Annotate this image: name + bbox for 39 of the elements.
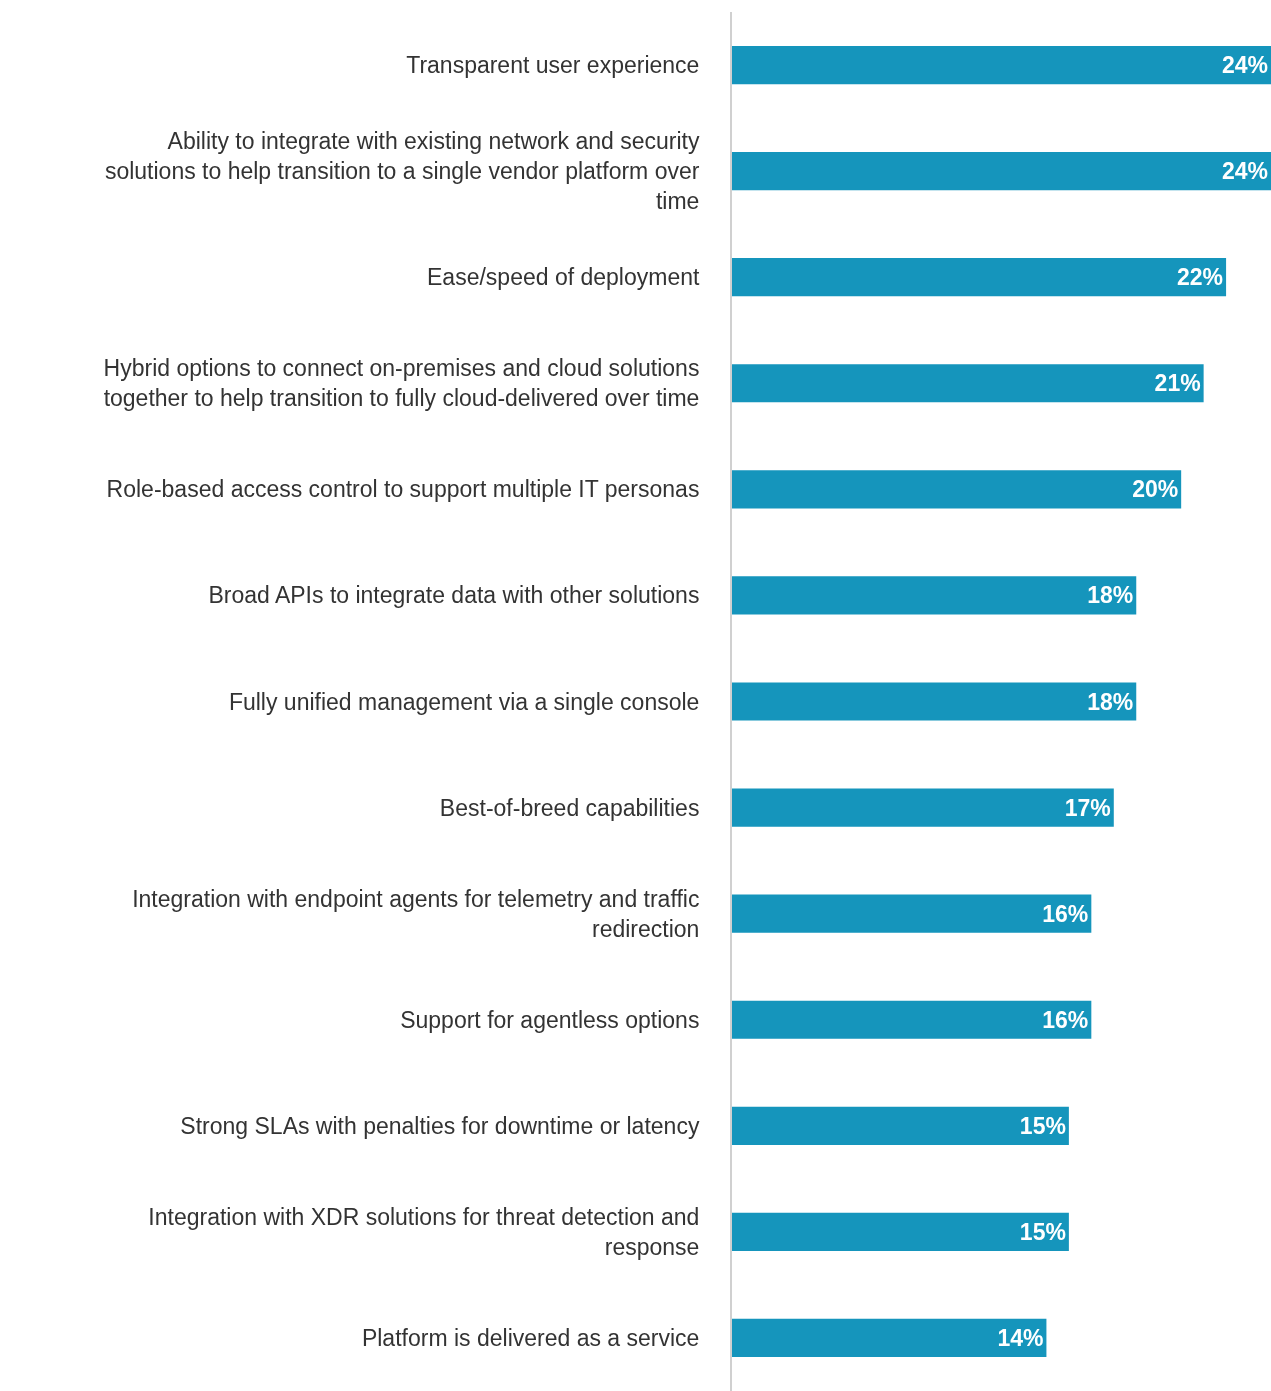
y-tick-label: Transparent user experience xyxy=(406,52,700,79)
data-label: 24% xyxy=(1221,52,1268,79)
data-label: 24% xyxy=(1221,158,1268,185)
bar xyxy=(732,682,1137,721)
data-label: 15% xyxy=(1019,1112,1066,1139)
data-label: 16% xyxy=(1042,1006,1089,1033)
y-tick-label: Strong SLAs with penalties for downtime or latency xyxy=(180,1112,700,1139)
bar xyxy=(732,1000,1092,1039)
bar xyxy=(732,470,1182,509)
data-label: 22% xyxy=(1177,264,1224,291)
bar xyxy=(732,45,1271,85)
data-label: 17% xyxy=(1064,794,1111,821)
y-tick-label: Ease/speed of deployment xyxy=(427,264,700,291)
data-label: 14% xyxy=(997,1324,1044,1351)
y-tick-label: Integration with endpoint agents for telemetry and traffic redirection xyxy=(132,885,700,942)
bar xyxy=(732,1106,1069,1145)
y-tick-label: Role-based access control to support multiple IT personas xyxy=(106,476,700,503)
bar xyxy=(732,576,1137,615)
data-label: 15% xyxy=(1019,1218,1066,1245)
y-tick-label: Platform is delivered as a service xyxy=(361,1325,700,1352)
bar xyxy=(732,1212,1069,1251)
y-tick-label: Best-of-breed capabilities xyxy=(439,794,700,821)
y-tick-label: Broad APIs to integrate data with other solutions xyxy=(208,582,700,609)
y-tick-label: Hybrid options to connect on-premises and cloud solutions together to help transition to fully cloud-delivered over time xyxy=(103,355,700,412)
bar xyxy=(732,1318,1047,1358)
data-label: 21% xyxy=(1154,370,1201,397)
y-tick-label: Support for agentless options xyxy=(400,1006,700,1033)
y-tick-label: Fully unified management via a single console xyxy=(228,688,700,715)
bar xyxy=(732,894,1092,933)
bar xyxy=(732,258,1227,297)
data-label: 20% xyxy=(1132,476,1179,503)
data-label: 18% xyxy=(1087,582,1134,609)
data-label: 18% xyxy=(1087,688,1134,715)
bar xyxy=(732,152,1271,191)
y-tick-label: Ability to integrate with existing network and security solutions to help transition to a single vendor platform over time xyxy=(104,128,700,215)
bar xyxy=(732,364,1204,403)
bar xyxy=(732,788,1114,827)
y-tick-label: Integration with XDR solutions for threat detection and response xyxy=(148,1203,700,1260)
data-label: 16% xyxy=(1042,900,1089,927)
